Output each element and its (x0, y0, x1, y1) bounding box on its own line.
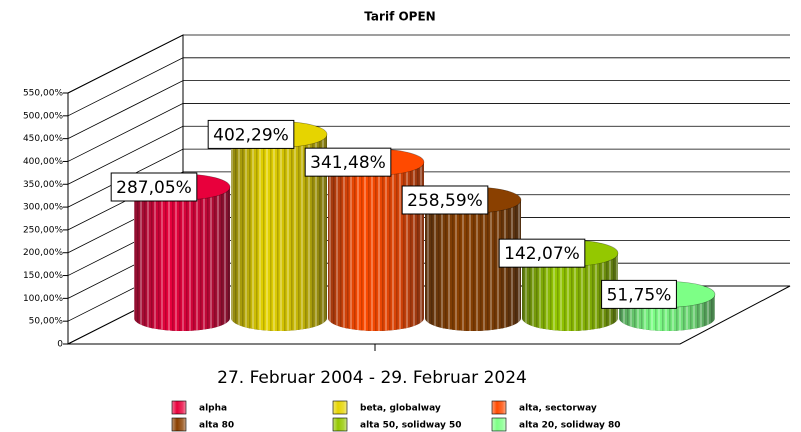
grid-line (67, 103, 790, 162)
y-tick-label: 50,00% (29, 317, 64, 327)
cylinder-stripes (134, 187, 230, 331)
legend-swatch (171, 417, 187, 432)
y-tick-label: 300,00% (23, 203, 63, 213)
legend-label: alta 50, solidway 50 (360, 421, 462, 431)
y-tick-label: 250,00% (23, 225, 63, 235)
legend-label: alta, sectorway (519, 404, 597, 414)
legend-label: alpha (199, 404, 227, 414)
y-tick-label: 500,00% (23, 111, 63, 121)
data-label: 51,75% (607, 285, 672, 305)
data-label: 287,05% (116, 178, 192, 198)
y-tick-label: 450,00% (23, 134, 63, 144)
data-label: 142,07% (504, 244, 580, 264)
grid-line (67, 148, 790, 208)
data-label-box (207, 119, 295, 149)
legend-swatch (491, 400, 507, 415)
y-tick-label: 550,00% (23, 89, 63, 99)
y-tick-label: 0 (57, 340, 63, 350)
data-label: 341,48% (310, 153, 386, 173)
y-tick-label: 150,00% (23, 271, 63, 281)
data-label: 258,59% (407, 191, 483, 211)
grid-line (67, 80, 790, 139)
data-label-box (304, 147, 392, 177)
y-tick-label: 100,00% (23, 294, 63, 304)
cylinder-stripes (231, 134, 327, 331)
legend-label: alta 80 (199, 421, 234, 431)
cylinder-stripes (522, 253, 618, 331)
data-label-box (401, 185, 489, 215)
y-tick-label: 400,00% (23, 157, 63, 167)
grid-line (67, 57, 790, 117)
legend-swatch (332, 400, 348, 415)
cylinder-stripes (328, 162, 424, 331)
cylinder-stripes (425, 199, 521, 331)
legend-swatch (332, 417, 348, 432)
legend-swatch (491, 417, 507, 432)
data-label-box (110, 172, 198, 202)
y-tick-label: 200,00% (23, 248, 63, 258)
data-label: 402,29% (213, 125, 289, 145)
x-axis-category: 27. Februar 2004 - 29. Februar 2024 (217, 368, 527, 388)
legend-label: beta, globalway (360, 404, 441, 414)
data-label-box (498, 238, 586, 268)
grid-line (67, 34, 790, 94)
legend-swatch (171, 400, 187, 415)
grid-line (67, 125, 790, 185)
legend-label: alta 20, solidway 80 (519, 421, 621, 431)
data-label-box (601, 279, 677, 309)
chart-title: Tarif OPEN (364, 10, 435, 24)
grid-line (67, 171, 790, 231)
y-tick-label: 350,00% (23, 180, 63, 190)
